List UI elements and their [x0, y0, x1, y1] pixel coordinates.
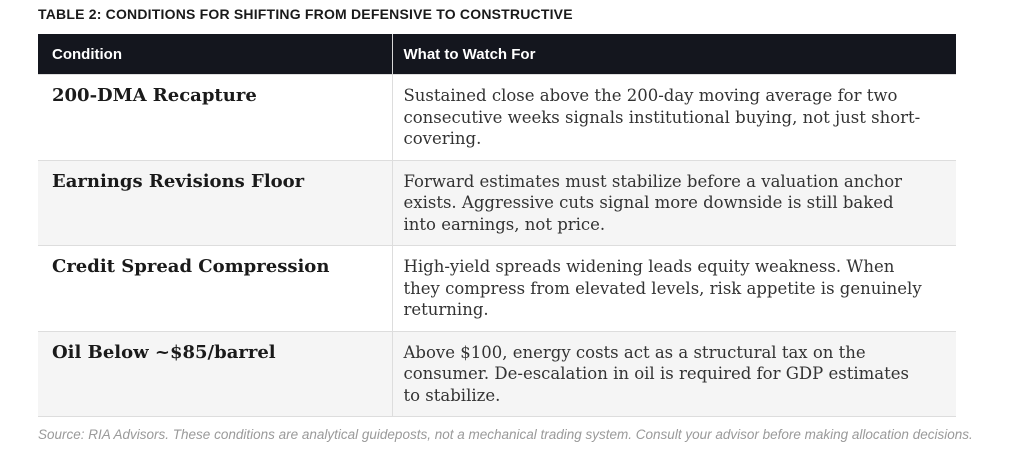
condition-cell-credit-spread-compression: Credit Spread Compression: [38, 245, 393, 331]
table-row: 200-DMA Recapture Sustained close above …: [38, 74, 956, 160]
content-area: TABLE 2: CONDITIONS FOR SHIFTING FROM DE…: [38, 6, 973, 442]
column-header-what-to-watch-for: What to Watch For: [391, 34, 956, 75]
condition-cell-200-dma-recapture: 200-DMA Recapture: [38, 74, 393, 160]
watch-cell-earnings-revisions-floor: Forward estimates must stabilize before …: [392, 159, 956, 246]
table-row: Oil Below ~$85/barrel Above $100, energy…: [38, 330, 956, 417]
table-header-row: Condition What to Watch For: [38, 34, 956, 75]
conditions-table: Condition What to Watch For 200-DMA Reca…: [38, 34, 956, 417]
condition-cell-earnings-revisions-floor: Earnings Revisions Floor: [38, 159, 393, 246]
condition-cell-oil-below-85-barrel: Oil Below ~$85/barrel: [38, 330, 393, 417]
table-row: Earnings Revisions Floor Forward estimat…: [38, 159, 956, 246]
watch-cell-oil-below-85-barrel: Above $100, energy costs act as a struct…: [392, 330, 956, 417]
column-header-condition: Condition: [38, 34, 392, 75]
table-row: Credit Spread Compression High-yield spr…: [38, 245, 956, 331]
watch-cell-200-dma-recapture: Sustained close above the 200-day moving…: [392, 74, 956, 160]
source-note: Source: RIA Advisors. These conditions a…: [38, 427, 973, 442]
table-title: TABLE 2: CONDITIONS FOR SHIFTING FROM DE…: [38, 6, 573, 22]
watch-cell-credit-spread-compression: High-yield spreads widening leads equity…: [392, 245, 956, 331]
